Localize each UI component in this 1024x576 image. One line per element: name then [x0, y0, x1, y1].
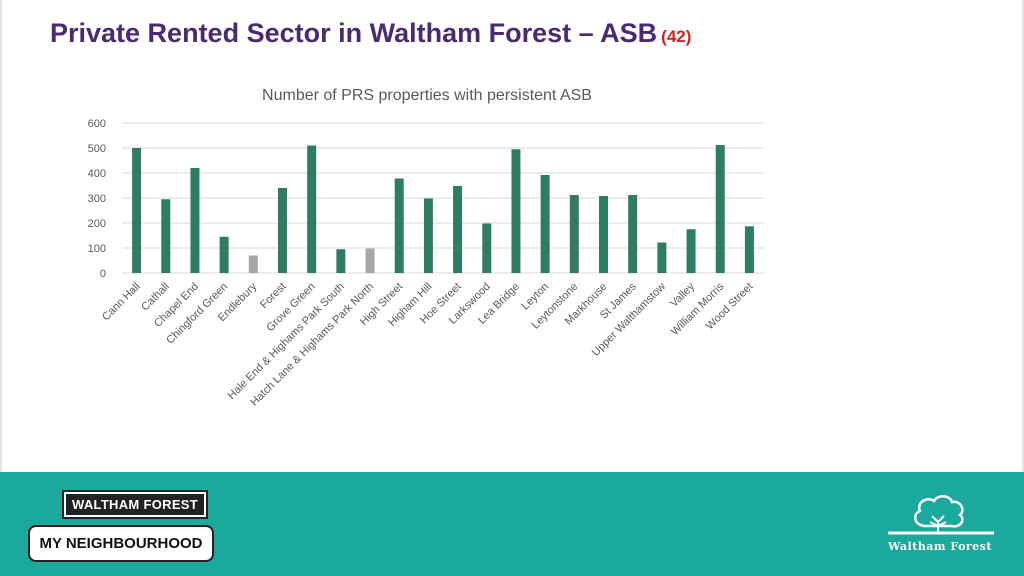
- y-tick-label: 400: [88, 168, 106, 180]
- bar-cann-hall: [132, 148, 142, 273]
- bar-st-james: [628, 195, 638, 273]
- footer-band: WALTHAM FOREST MY NEIGHBOURHOOD Waltham …: [0, 472, 1024, 576]
- y-tick-label: 300: [88, 193, 106, 205]
- bar-larkswood: [482, 223, 492, 273]
- my-neighbourhood-logo: WALTHAM FOREST MY NEIGHBOURHOOD: [28, 490, 214, 562]
- slide-number: (42): [661, 27, 692, 46]
- bar-chapel-end: [190, 168, 200, 273]
- bar-forest: [278, 188, 287, 273]
- y-tick-label: 500: [88, 143, 106, 155]
- chart-bars: [132, 145, 754, 273]
- bar-lea-bridge: [511, 149, 521, 273]
- chart-gridlines: [122, 122, 764, 274]
- y-tick-label: 100: [88, 243, 106, 255]
- bar-endlebury: [248, 255, 258, 273]
- bar-hatch-lane-highams-park-north: [365, 248, 375, 273]
- bar-chart: Number of PRS properties with persistent…: [80, 80, 780, 440]
- bar-chart-svg: Number of PRS properties with persistent…: [88, 87, 764, 408]
- tree-logo-icon: [888, 495, 994, 535]
- bar-higham-hill: [423, 198, 433, 273]
- bar-william-morris: [715, 145, 725, 273]
- bar-upper-walthamstow: [657, 242, 667, 273]
- bar-leytonstone: [569, 195, 579, 273]
- page-title: Private Rented Sector in Waltham Forest …: [50, 18, 691, 49]
- bar-grove-green: [307, 145, 317, 273]
- bar-leyton: [540, 175, 550, 273]
- y-tick-label: 0: [100, 268, 106, 280]
- waltham-forest-logo: Waltham Forest: [886, 492, 996, 562]
- waltham-forest-wordmark: Waltham Forest: [888, 540, 992, 553]
- bar-cathall: [161, 199, 171, 273]
- bar-high-street: [394, 178, 404, 273]
- bar-valley: [686, 229, 696, 273]
- bar-chingford-green: [219, 236, 229, 273]
- slide-left-border: [0, 0, 2, 472]
- chart-title: Number of PRS properties with persistent…: [262, 87, 592, 104]
- bar-wood-street: [744, 226, 754, 273]
- bar-markhouse: [599, 196, 608, 273]
- y-tick-label: 200: [88, 218, 106, 230]
- y-tick-label: 600: [88, 118, 106, 130]
- logo-bottom-badge: MY NEIGHBOURHOOD: [28, 525, 214, 562]
- y-axis-ticks: 0 100 200 300 400 500 600: [88, 118, 106, 280]
- slide-right-border: [1022, 0, 1024, 472]
- bar-hoe-street: [453, 186, 463, 273]
- x-tick-label: Cann Hall: [100, 281, 143, 324]
- bar-hale-end-highams-park-south: [336, 249, 346, 273]
- page-title-text: Private Rented Sector in Waltham Forest …: [50, 18, 658, 48]
- logo-top-badge: WALTHAM FOREST: [62, 490, 208, 519]
